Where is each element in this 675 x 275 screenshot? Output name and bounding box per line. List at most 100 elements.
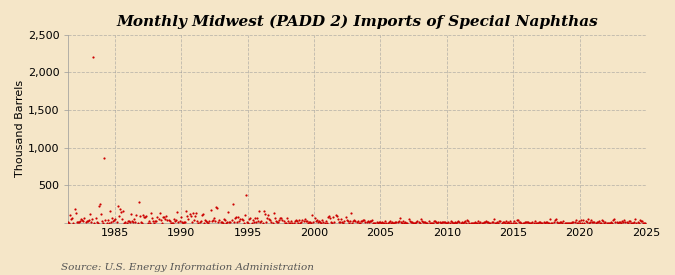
Point [72,220,83,224]
Point [477,221,488,225]
Point [629,219,640,224]
Point [58,208,69,213]
Point [143,219,154,223]
Point [577,221,588,225]
Point [304,220,315,225]
Point [546,221,557,225]
Point [63,221,74,225]
Point [369,220,380,225]
Point [243,221,254,225]
Point [503,219,514,224]
Point [491,219,502,224]
Point [292,220,303,225]
Point [65,217,76,222]
Point [127,219,138,223]
Point [96,211,107,216]
Point [535,220,545,224]
Point [543,221,554,225]
Point [323,214,334,218]
Point [423,219,434,223]
Point [309,216,320,220]
Point [545,217,556,221]
Point [444,220,455,225]
Point [155,218,166,222]
Point [617,219,628,223]
Point [98,221,109,225]
Point [435,221,446,225]
Point [310,219,321,223]
Point [274,218,285,222]
Point [298,219,309,223]
Point [193,220,204,225]
Point [529,219,540,223]
Point [524,221,535,225]
Point [583,221,594,225]
Point [387,221,398,225]
Point [126,212,136,217]
Point [134,214,145,218]
Point [464,221,475,225]
Point [330,213,341,218]
Point [588,220,599,224]
Point [132,221,143,225]
Point [541,220,552,224]
Point [593,219,604,223]
Point [338,221,349,225]
Point [638,220,649,225]
Point [396,220,406,224]
Point [595,221,605,225]
Point [527,220,538,225]
Point [182,213,193,218]
Point [562,221,572,225]
Point [441,221,452,225]
Point [363,219,374,224]
Point [81,219,92,223]
Point [299,217,310,221]
Point [84,212,95,217]
Point [148,219,159,223]
Point [631,221,642,225]
Point [232,220,242,224]
Point [422,220,433,225]
Point [342,219,353,223]
Point [510,221,521,225]
Point [452,220,462,225]
Point [406,219,416,224]
Point [525,220,536,225]
Point [442,221,453,225]
Point [222,219,233,224]
Point [578,218,589,222]
Point [170,219,181,224]
Point [614,219,624,224]
Point [288,221,299,225]
Point [211,205,221,209]
Point [439,219,450,224]
Point [200,218,211,222]
Point [256,219,267,224]
Point [233,215,244,219]
Point [502,220,512,225]
Point [188,211,198,215]
Point [266,220,277,224]
Point [449,221,460,225]
Point [517,221,528,225]
Point [429,218,439,223]
Point [68,221,79,225]
Point [70,211,81,215]
Point [450,220,460,224]
Point [481,219,491,224]
Point [234,219,245,223]
Point [366,219,377,223]
Point [424,221,435,225]
Point [608,218,619,222]
Point [614,220,625,224]
Point [479,220,490,224]
Point [541,219,551,224]
Point [82,218,93,223]
Point [108,219,119,224]
Point [443,220,454,224]
Point [225,220,236,225]
Point [421,221,432,225]
Point [624,219,635,224]
Point [69,207,80,211]
